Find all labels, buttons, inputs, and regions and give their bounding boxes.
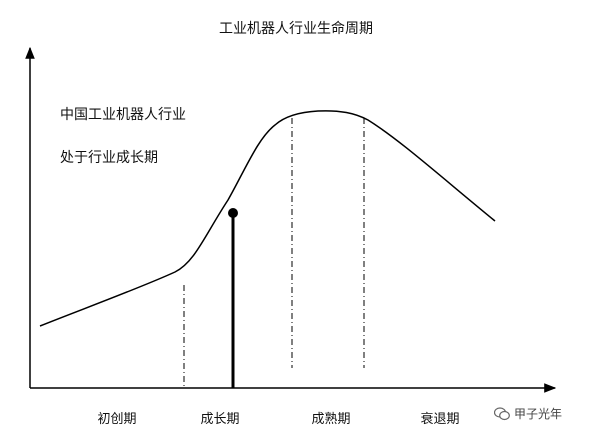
watermark: 甲子光年: [493, 405, 563, 422]
stage-label-startup: 初创期: [97, 412, 137, 427]
annotation-industry: 中国工业机器人行业: [60, 107, 186, 123]
stage-label-growth: 成长期: [200, 412, 240, 427]
lifecycle-curve: [39, 110, 496, 327]
annotation-stage: 处于行业成长期: [60, 150, 158, 166]
wechat-icon: [493, 406, 510, 421]
chart-title: 工业机器人行业生命周期: [219, 21, 373, 37]
current-position-dot: [228, 208, 238, 218]
stage-label-maturity: 成熟期: [311, 412, 351, 427]
watermark-label: 甲子光年: [514, 407, 563, 421]
stage-label-decline: 衰退期: [420, 412, 460, 427]
